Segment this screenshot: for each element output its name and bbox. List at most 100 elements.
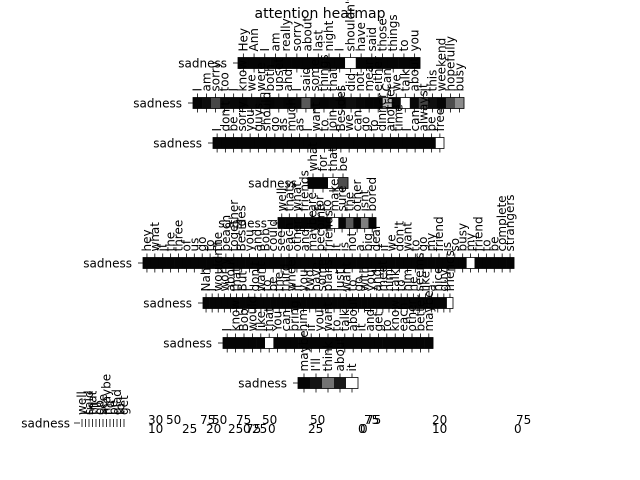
heat-cell-2-5	[254, 137, 263, 149]
heat-cell-1-11	[292, 97, 302, 109]
token-label-5-24: It	[329, 243, 343, 252]
heat-cell-5-39	[450, 257, 460, 269]
token-label-last-2: said	[82, 390, 96, 415]
token-label-5-25: is	[337, 242, 351, 252]
heat-cell-7-5	[265, 337, 274, 349]
heat-cell-7-10	[307, 337, 316, 349]
heat-cell-6-22	[337, 297, 344, 309]
token-label-6-23: want	[339, 262, 353, 292]
heat-cell-2-12	[312, 137, 321, 149]
token-label-6-6: But	[236, 271, 250, 292]
heat-cell-2-2	[229, 137, 239, 149]
token-label-6-25: go	[351, 277, 365, 292]
token-label-4-6: to	[320, 199, 334, 211]
heat-cell-2-26	[427, 137, 437, 149]
token-label-1-18: not	[353, 72, 367, 92]
heat-cell-5-33	[403, 257, 412, 269]
heat-cell-1-24	[409, 97, 420, 109]
heat-cell-5-16	[269, 257, 278, 269]
heat-cell-6-7	[245, 297, 253, 309]
row-label-5: sadness	[83, 257, 132, 271]
token-label-5-44: be	[487, 236, 501, 251]
heat-cell-6-32	[398, 297, 405, 309]
token-label-0-13: those	[376, 18, 390, 51]
token-label-1-13: some	[308, 59, 322, 92]
heat-cell-1-13	[310, 97, 320, 109]
heat-cell-1-3	[220, 97, 230, 109]
heat-cell-5-31	[387, 257, 396, 269]
heat-cell-2-24	[411, 137, 420, 149]
heat-cell-5-46	[506, 257, 515, 269]
heat-cell-6-36	[422, 297, 429, 309]
row-label-3: sadness	[248, 177, 297, 191]
heat-cell-5-2	[158, 257, 167, 269]
token-label-0-14: things	[386, 14, 400, 51]
heat-cell-1-1	[202, 97, 212, 109]
token-label-4-10: other	[350, 179, 364, 211]
token-label-6-34: he	[406, 277, 420, 292]
heat-cell-6-3	[221, 297, 228, 309]
token-label-2-22: time	[392, 104, 406, 131]
heat-cell-6-20	[324, 297, 332, 309]
token-label-last-10: glad	[110, 389, 124, 415]
heat-cell-4-4	[308, 217, 316, 229]
heat-cell-0-1	[248, 57, 260, 69]
overlap-tick-label-5: 20	[206, 422, 221, 436]
token-label-5-15: Bob	[258, 228, 272, 251]
row-label-1: sadness	[133, 97, 182, 111]
heat-frame-5	[142, 257, 515, 269]
token-label-1-12: said	[299, 67, 313, 92]
overlap-tick-label-1: 10	[148, 422, 163, 436]
token-label-5-43: to	[479, 239, 493, 251]
token-label-6-15: if	[291, 283, 305, 291]
heat-cell-4-6	[323, 217, 332, 229]
heat-cell-6-30	[385, 297, 393, 309]
heat-cell-5-17	[277, 257, 286, 269]
token-label-2-6: should	[260, 92, 274, 132]
token-label-1-7: were	[254, 62, 268, 91]
overlap-tick-label-6: 50	[212, 413, 227, 427]
token-label-6-40: friends	[443, 250, 457, 291]
token-label-last-11: to	[114, 403, 128, 415]
token-label-0-7: last	[311, 30, 325, 52]
token-label-4-7: make	[328, 179, 342, 212]
token-label-5-20: and	[298, 229, 312, 252]
token-label-7-20: know	[388, 300, 402, 332]
token-label-5-45: complete	[495, 195, 509, 251]
token-label-last-5: go	[93, 400, 107, 415]
token-label-6-24: to	[345, 279, 359, 291]
token-label-0-4: really	[279, 18, 293, 51]
token-label-1-8: both	[263, 64, 277, 91]
token-label-0-16: you	[408, 29, 422, 51]
token-label-0-2: I	[258, 48, 272, 52]
overlap-tick-label-11: 25	[252, 422, 267, 436]
heat-cell-2-22	[394, 137, 404, 149]
heat-cell-6-18	[312, 297, 320, 309]
token-label-6-8: don't	[248, 261, 262, 292]
token-label-7-15: about	[346, 297, 360, 332]
token-label-4-4: are	[305, 192, 319, 211]
heat-cell-1-5	[238, 97, 248, 109]
token-label-6-33: him	[400, 269, 414, 292]
token-label-2-14: join	[326, 110, 340, 133]
token-label-5-16: could	[266, 219, 280, 252]
token-label-2-12: want	[309, 102, 323, 132]
heat-cell-5-29	[371, 257, 381, 269]
token-label-4-0: well	[275, 188, 289, 212]
token-label-6-21: I	[327, 288, 341, 292]
token-label-7-17: and	[363, 309, 377, 332]
token-label-5-40: busy	[456, 223, 470, 252]
heat-cell-3-1	[318, 177, 329, 189]
overlap-tick-label-23: 0	[514, 422, 522, 436]
token-label-8-1: I'll	[309, 358, 323, 372]
heat-cell-5-11	[229, 257, 239, 269]
token-label-last-7: maybe	[100, 374, 114, 415]
heat-cell-1-20	[373, 97, 383, 109]
overlap-tick-label-16: 75	[364, 413, 379, 427]
token-label-5-33: want	[400, 222, 414, 252]
token-label-5-4: three	[172, 220, 186, 252]
heat-cell-7-20	[391, 337, 400, 349]
token-label-6-18: have	[309, 262, 323, 291]
heat-cell-6-35	[416, 297, 423, 309]
token-label-4-1: thats	[282, 181, 296, 212]
